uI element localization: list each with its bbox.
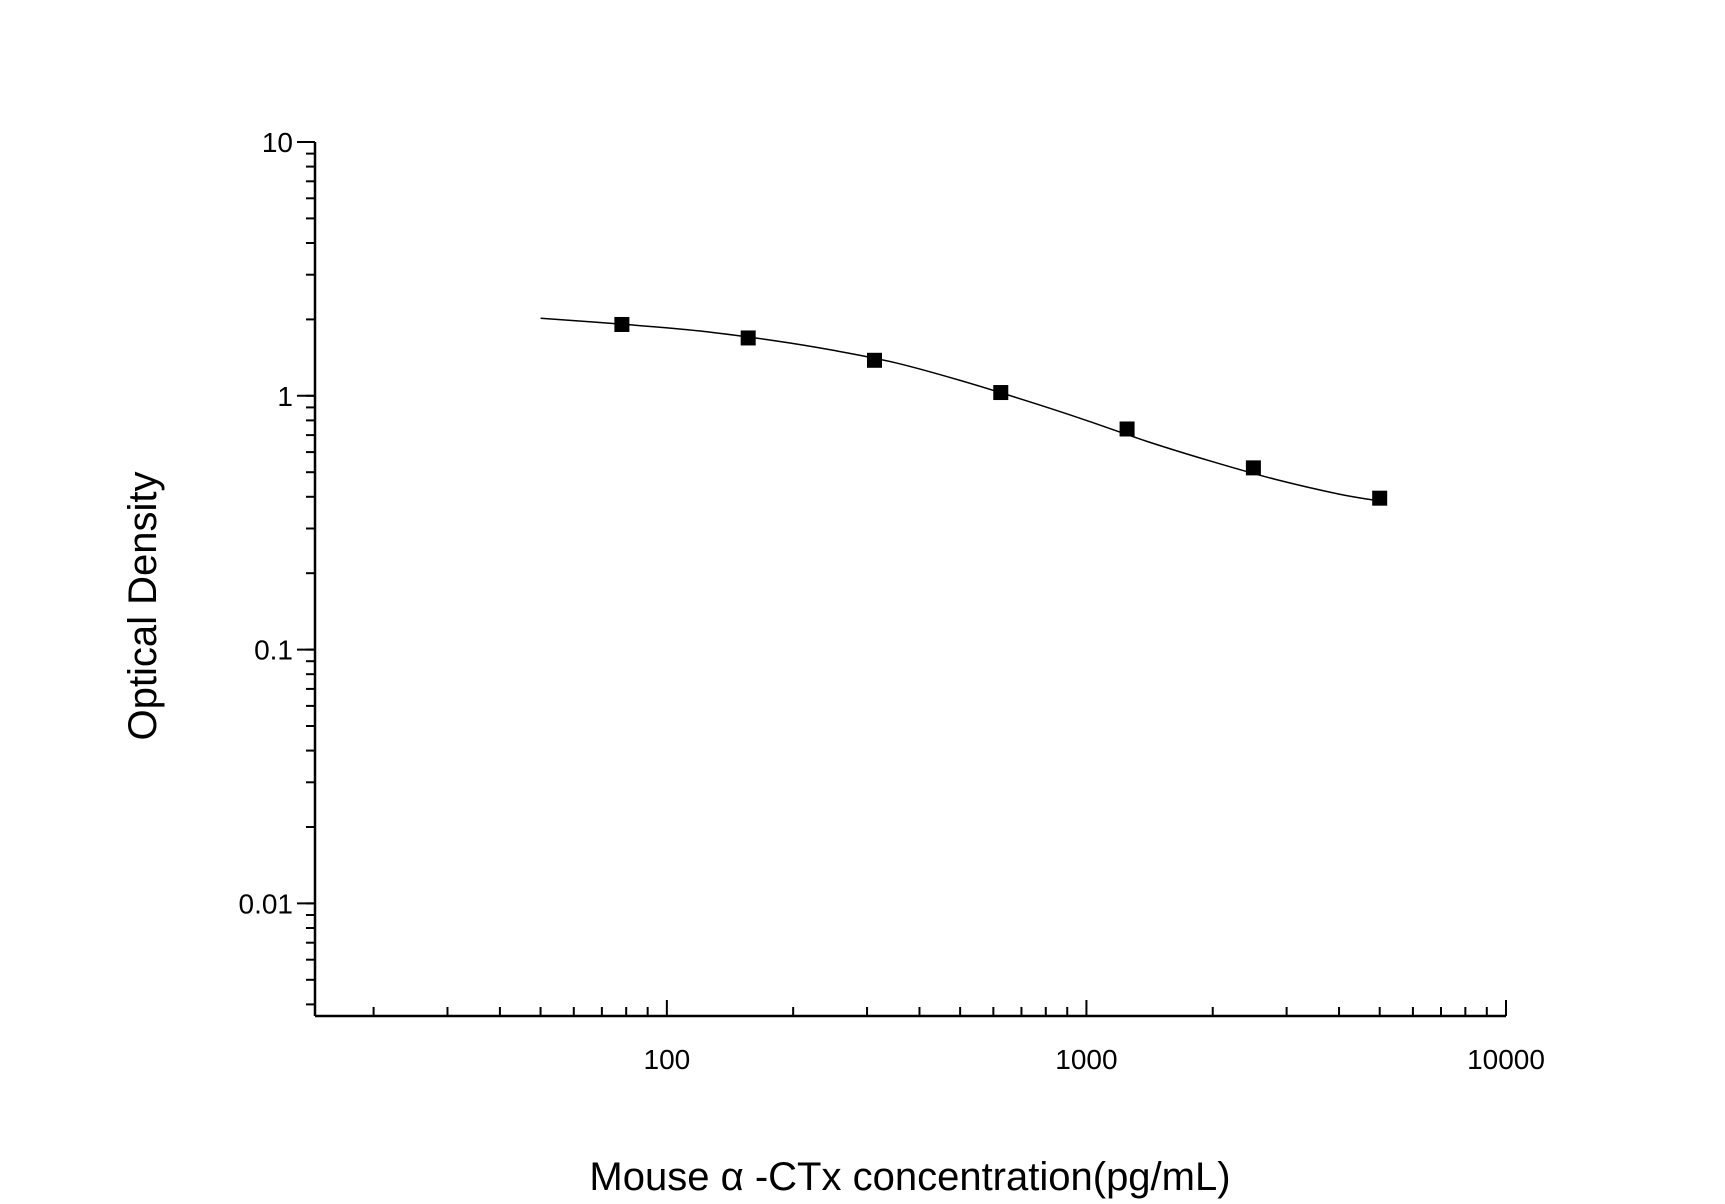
y-tick-label: 10 [262,127,293,158]
data-point [1245,460,1261,476]
data-markers [614,316,1388,506]
x-tick-label: 1000 [1055,1044,1117,1075]
data-point [740,330,756,346]
y-tick-label: 0.1 [254,635,293,666]
data-point [614,316,630,332]
ticks [297,141,1507,1016]
axes [313,142,1506,1018]
fit-curve [540,317,1380,502]
y-tick-label: 0.01 [239,888,294,919]
data-point [866,352,882,368]
x-axis-title: Mouse α -CTx concentration(pg/mL) [589,1155,1230,1199]
data-point [1372,490,1388,506]
data-point [1119,421,1135,437]
x-tick-label: 10000 [1467,1044,1545,1075]
x-tick-label: 100 [644,1044,691,1075]
y-tick-label: 1 [277,381,293,412]
data-point [993,385,1009,401]
y-axis-title: Optical Density [121,472,165,741]
tick-labels: 100 1000 10000 10 1 0.1 0.01 [239,127,1545,1075]
